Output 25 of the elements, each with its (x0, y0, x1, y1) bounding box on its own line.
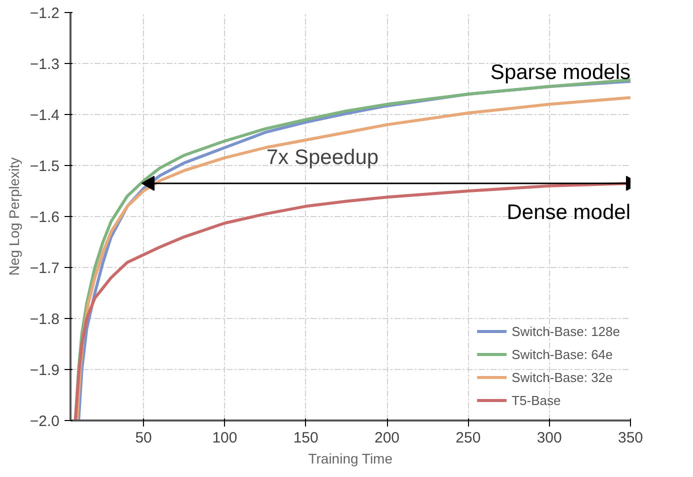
x-tick-label: 300 (536, 430, 562, 446)
y-tick-label: −1.4 (30, 107, 60, 124)
x-tick-label: 350 (618, 430, 644, 446)
annotation: Dense model (506, 201, 630, 224)
x-axis-title: Training Time (308, 450, 393, 466)
y-tick-label: −1.9 (30, 362, 60, 379)
y-tick-label: −2.0 (30, 413, 60, 430)
y-tick-label: −1.3 (30, 56, 60, 73)
y-tick-label: −1.6 (30, 209, 60, 226)
annotation: Sparse models (490, 61, 631, 84)
legend-label: T5-Base (512, 392, 561, 408)
y-axis-title: Neg Log Perplexity (6, 157, 22, 276)
legend-label: Switch-Base: 64e (512, 346, 613, 362)
legend-label: Switch-Base: 32e (512, 370, 613, 384)
y-tick-label: −1.8 (30, 311, 60, 328)
y-tick-label: −1.2 (30, 5, 60, 22)
x-tick-label: 200 (374, 430, 400, 446)
x-tick-label: 250 (456, 430, 481, 446)
annotation: 7x Speedup (266, 146, 379, 169)
legend-label: Switch-Base: 128e (512, 324, 620, 338)
x-tick-label: 50 (135, 430, 152, 446)
y-tick-label: −1.5 (30, 158, 60, 175)
x-tick-label: 150 (293, 430, 318, 446)
y-tick-label: −1.7 (30, 260, 60, 277)
x-tick-label: 100 (212, 430, 238, 446)
